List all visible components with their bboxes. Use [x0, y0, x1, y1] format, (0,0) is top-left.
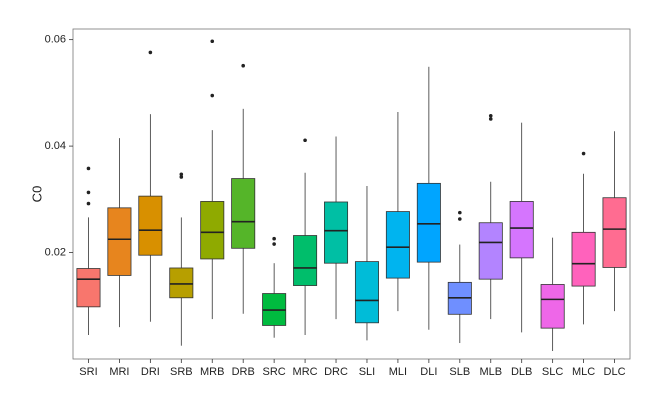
x-tick-label: DLI	[420, 366, 437, 378]
x-tick-label: SLI	[359, 366, 376, 378]
box-SLC	[540, 237, 565, 352]
outlier-point	[86, 190, 91, 195]
box-MRI	[107, 138, 132, 328]
box-body	[509, 201, 534, 259]
box-body	[571, 231, 596, 287]
outlier-point	[458, 210, 462, 215]
x-tick-label: DLB	[511, 366, 532, 378]
outlier-point	[488, 117, 493, 121]
box-body	[169, 267, 194, 299]
outlier-point	[179, 175, 184, 179]
box-DRB	[231, 63, 256, 314]
outlier-point	[272, 236, 276, 241]
outlier-point	[488, 113, 493, 118]
box-MLC	[571, 151, 596, 325]
box-DRC	[324, 136, 349, 320]
box-DLI	[416, 66, 441, 330]
y-tick-label: 0.04	[45, 140, 66, 152]
box-MLI	[385, 112, 410, 312]
outlier-point	[148, 50, 153, 55]
y-axis-title: C0	[29, 186, 44, 203]
outlier-point	[241, 63, 245, 68]
box-SRC	[262, 236, 287, 338]
plot-panel	[72, 28, 631, 360]
outlier-point	[303, 138, 307, 143]
x-tick-label: SRB	[170, 366, 193, 378]
box-body	[385, 211, 410, 279]
box-SLI	[354, 186, 379, 341]
y-tick-label: 0.02	[45, 246, 66, 258]
box-body	[231, 178, 256, 249]
box-body	[107, 207, 132, 276]
outlier-point	[86, 166, 91, 171]
x-tick-label: MRB	[200, 366, 224, 378]
box-body	[540, 284, 565, 329]
box-SLB	[447, 210, 472, 344]
x-tick-label: SLC	[542, 366, 563, 378]
x-tick-label: DRB	[232, 366, 255, 378]
box-SRI	[76, 166, 101, 336]
box-body	[354, 261, 379, 324]
x-axis: SRI MRI DRI SRB MRB DRB SRC MRC DRC SLI MLI DLI SLB M…	[79, 359, 626, 378]
x-tick-label: DLC	[604, 366, 626, 378]
box-body	[200, 201, 225, 260]
outlier-point	[272, 242, 276, 246]
x-tick-label: DRC	[324, 366, 348, 378]
box-body	[138, 195, 163, 256]
box-DLC	[602, 131, 627, 312]
box-DLB	[509, 122, 534, 333]
x-tick-label: DRI	[141, 366, 160, 378]
x-tick-label: MLB	[479, 366, 502, 378]
box-MRB	[200, 39, 225, 320]
y-axis: 0.02 0.04 0.06	[45, 34, 73, 258]
box-MLB	[478, 113, 503, 320]
x-tick-label: MLI	[389, 366, 407, 378]
x-tick-label: MRI	[109, 366, 129, 378]
x-tick-label: SRI	[79, 366, 97, 378]
box-body	[416, 182, 441, 263]
y-tick-label: 0.06	[45, 34, 66, 46]
box-body	[478, 222, 503, 280]
box-body	[293, 235, 318, 286]
outlier-point	[179, 172, 184, 177]
outlier-point	[458, 217, 462, 221]
box-SRB	[169, 172, 194, 346]
box-DRI	[138, 50, 163, 322]
box-MRC	[293, 138, 318, 336]
x-tick-label: SLB	[449, 366, 470, 378]
x-tick-label: MLC	[572, 366, 595, 378]
x-tick-label: MRC	[293, 366, 318, 378]
outlier-point	[86, 201, 91, 206]
box-series	[76, 39, 627, 352]
outlier-point	[210, 39, 215, 44]
box-body	[602, 197, 627, 268]
outlier-point	[210, 93, 215, 98]
outlier-point	[581, 151, 586, 156]
box-body	[324, 201, 349, 264]
x-tick-label: SRC	[263, 366, 286, 378]
box-body	[76, 268, 101, 308]
